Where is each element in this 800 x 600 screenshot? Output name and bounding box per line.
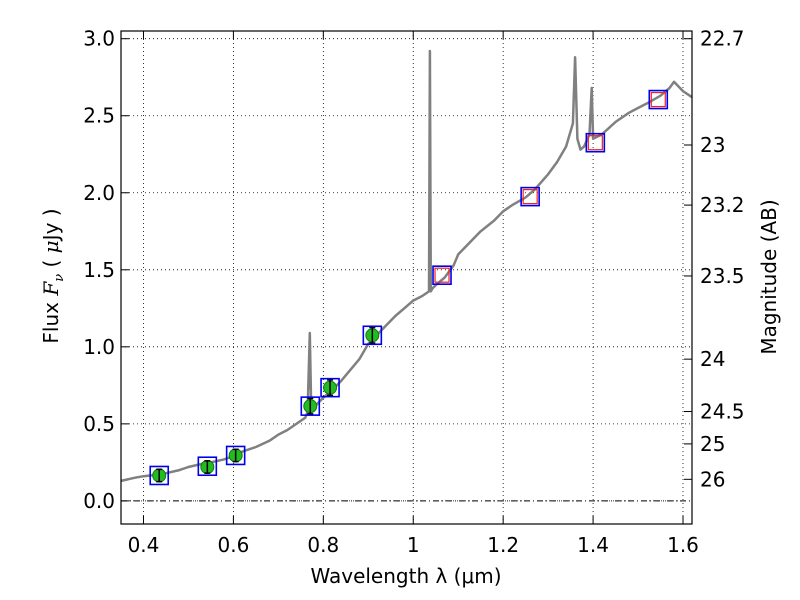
x-axis-label: Wavelength λ (μm) bbox=[310, 564, 501, 588]
y-tick-label: 3.0 bbox=[83, 27, 115, 51]
x-tick-label: 1.2 bbox=[487, 533, 519, 557]
upper-limit-marker bbox=[650, 91, 666, 108]
y-tick-label: 2.0 bbox=[83, 181, 115, 205]
model-spectrum-line bbox=[120, 49, 693, 483]
right-tick-label: 25 bbox=[700, 432, 725, 456]
y-tick-label: 1.0 bbox=[83, 335, 115, 359]
x-tick-label: 1 bbox=[407, 533, 420, 557]
x-tick-label: 1.6 bbox=[667, 533, 699, 557]
y-tick-label: 0.5 bbox=[83, 412, 115, 436]
synthetic-photometry-marker bbox=[520, 186, 540, 207]
photometry-error-bar bbox=[204, 460, 211, 474]
x-tick-label: 0.6 bbox=[217, 533, 249, 557]
y-axis-label: Flux Fν ( μJy ) bbox=[39, 208, 67, 343]
photometry-error-bar bbox=[327, 379, 334, 397]
synthetic-photometry-marker bbox=[432, 265, 452, 285]
right-tick-label: 24.5 bbox=[700, 400, 745, 424]
plot-frame bbox=[120, 30, 693, 525]
right-tick-label: 23.2 bbox=[700, 193, 745, 217]
photometry-error-bar bbox=[156, 468, 163, 483]
synthetic-photometry-marker bbox=[648, 89, 669, 110]
data-layer bbox=[120, 49, 693, 486]
right-tick-label: 26 bbox=[700, 467, 725, 491]
y-tick-label: 2.5 bbox=[83, 104, 115, 128]
synthetic-photometry-marker bbox=[320, 377, 340, 398]
photometry-error-bar bbox=[369, 326, 376, 344]
x-tick-label: 1.4 bbox=[577, 533, 609, 557]
synthetic-photometry-marker bbox=[585, 132, 606, 153]
upper-limit-marker bbox=[587, 135, 603, 151]
upper-limit-marker bbox=[434, 267, 450, 283]
upper-limit-marker bbox=[522, 189, 538, 205]
x-tick-label: 0.4 bbox=[128, 533, 160, 557]
right-tick-label: 23.5 bbox=[700, 264, 745, 288]
synthetic-photometry-marker bbox=[300, 396, 321, 416]
right-tick-label: 23 bbox=[700, 133, 725, 157]
y-tick-label: 1.5 bbox=[83, 258, 115, 282]
right-axis-label: Magnitude (AB) bbox=[757, 199, 781, 354]
synthetic-photometry-marker bbox=[362, 325, 383, 346]
synthetic-photometry-marker bbox=[225, 445, 246, 466]
photometry-error-bar bbox=[232, 448, 239, 463]
photometry-error-bar bbox=[307, 397, 314, 415]
synthetic-photometry-marker bbox=[149, 465, 170, 486]
right-tick-label: 22.7 bbox=[700, 27, 745, 51]
y-tick-label: 0.0 bbox=[83, 489, 115, 513]
x-tick-label: 0.8 bbox=[307, 533, 339, 557]
synthetic-photometry-marker bbox=[197, 456, 218, 477]
right-tick-label: 24 bbox=[700, 347, 725, 371]
tick-layer: 0.4 0.6 0.8 1 1.2 1.4 1.6 0.0 0.5 1.0 1.5 2.0 2.5 3.0… bbox=[83, 27, 744, 557]
